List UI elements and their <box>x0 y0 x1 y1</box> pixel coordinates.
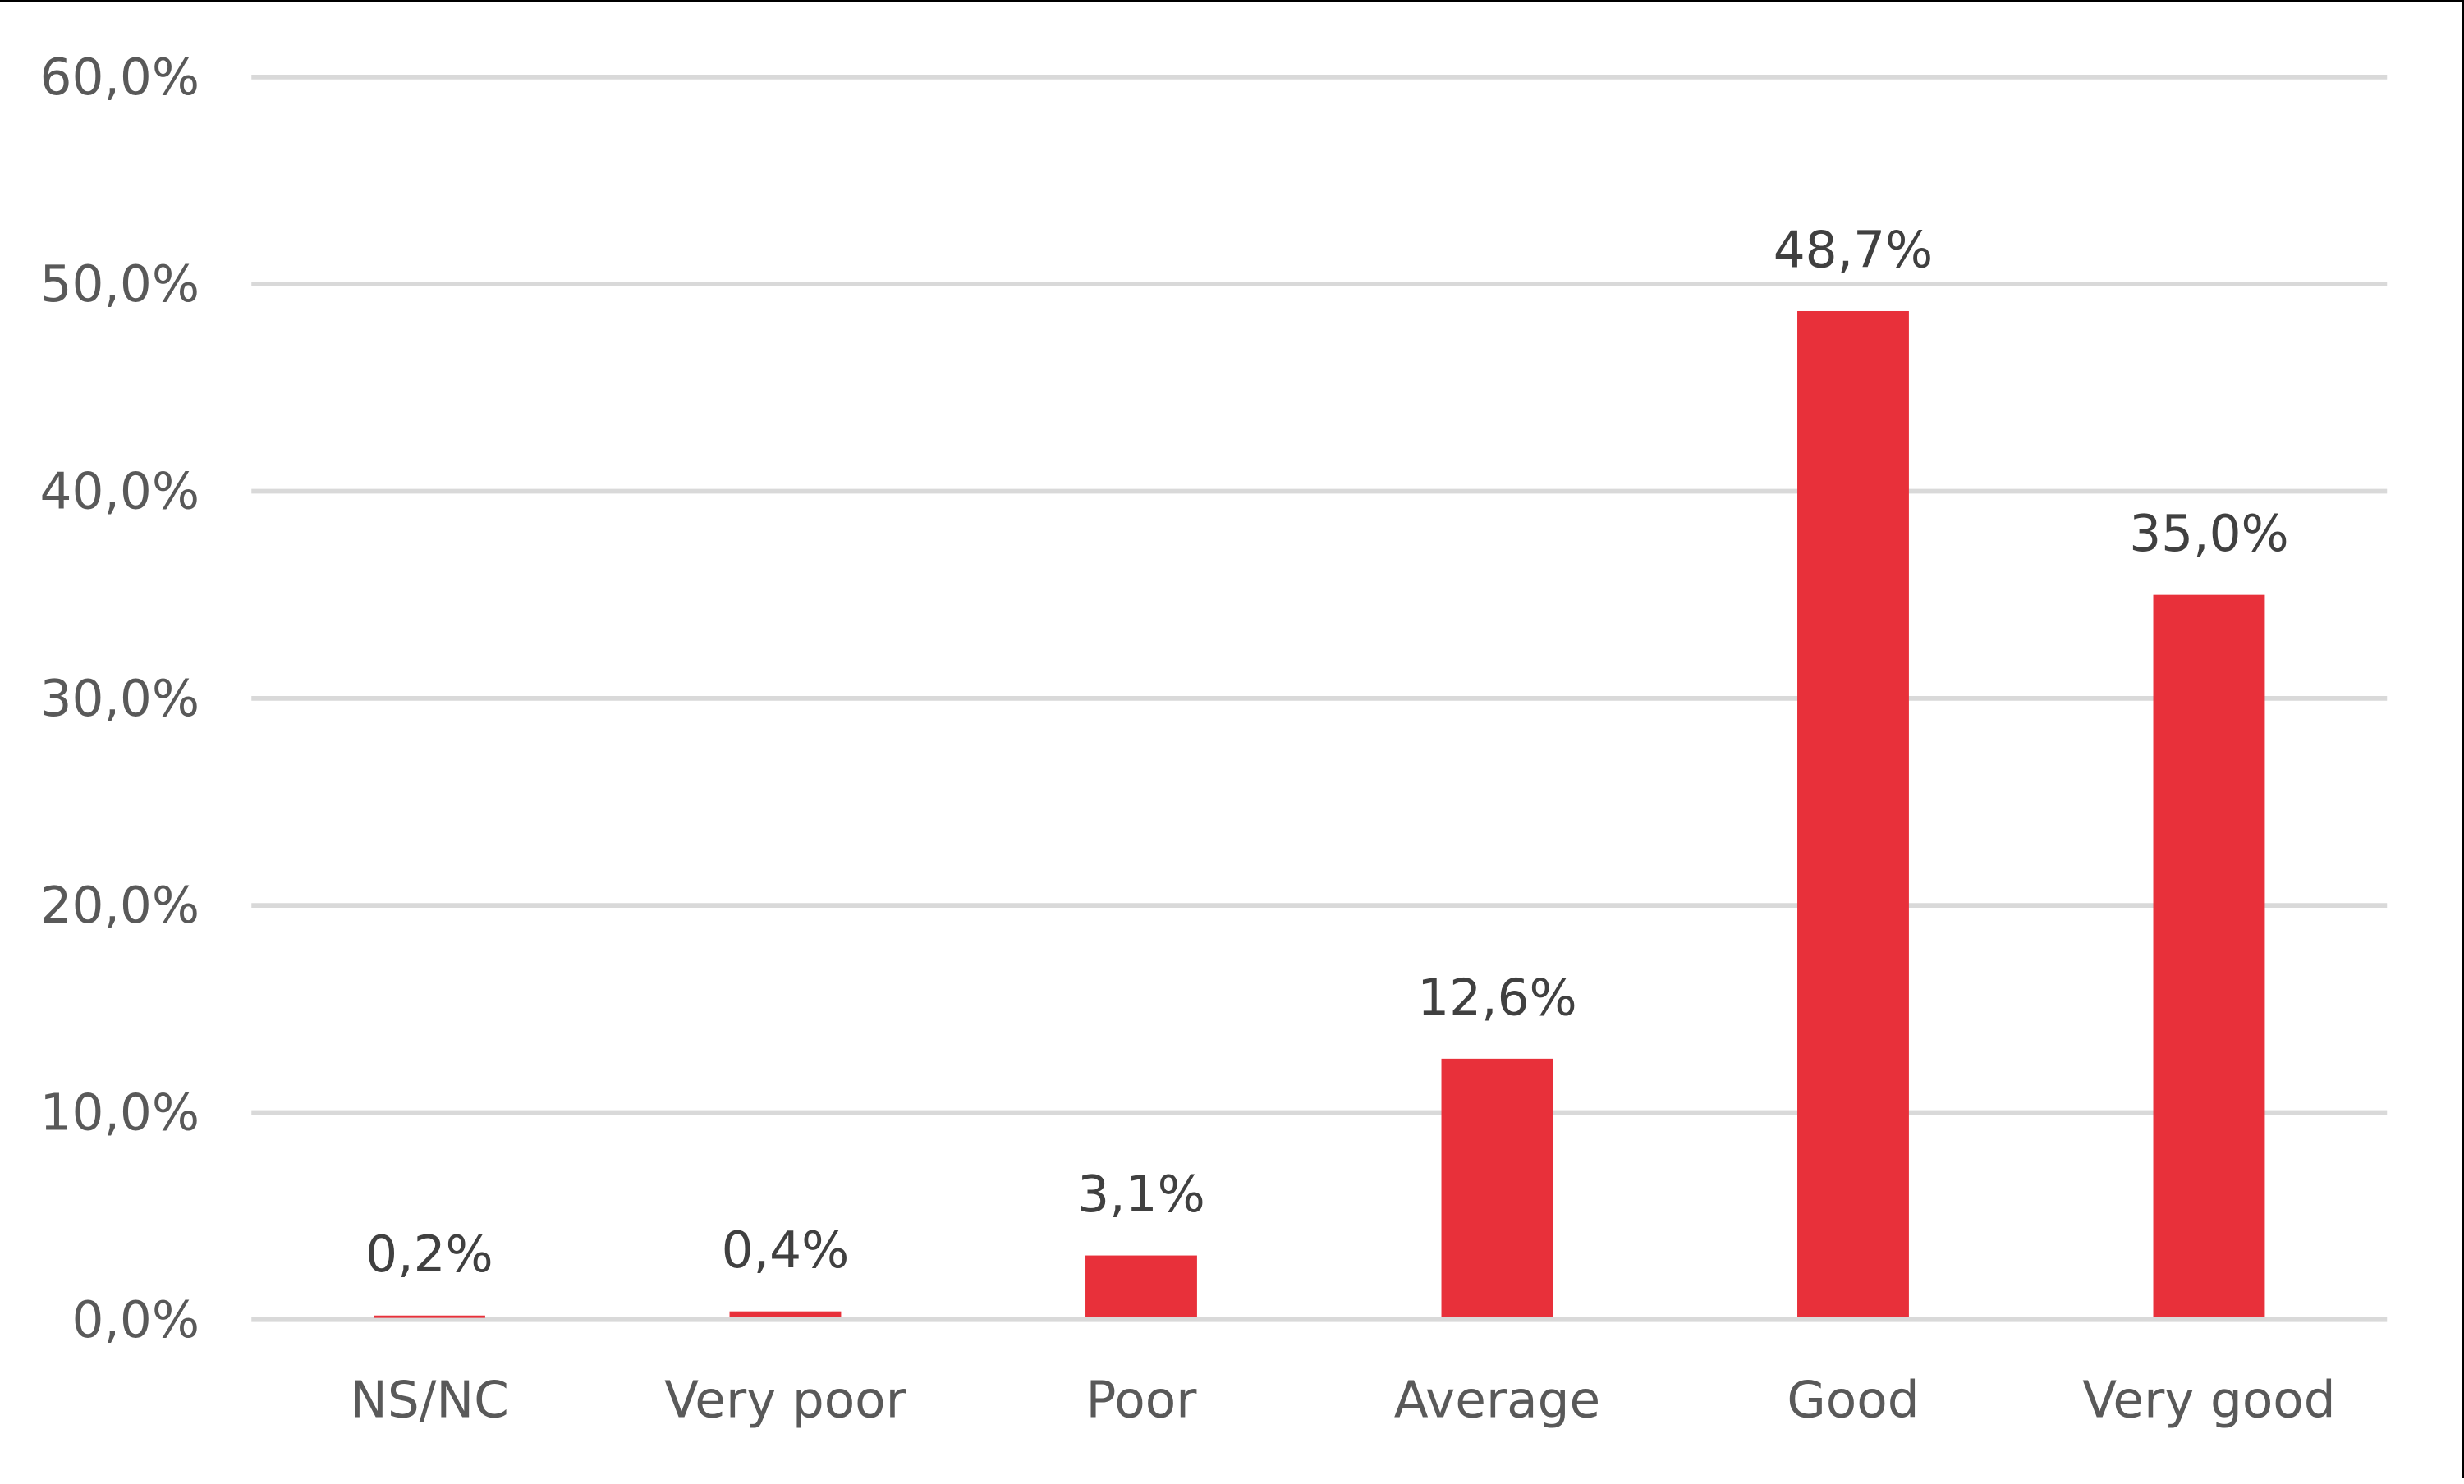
x-tick-label: Good <box>1787 1371 1919 1429</box>
y-tick-label: 60,0% <box>40 48 200 107</box>
y-tick-label: 30,0% <box>40 670 200 728</box>
bar-very-poor <box>729 1311 842 1317</box>
bar-very-good <box>2153 594 2265 1317</box>
data-labels: 0,2% 0,4% 3,1% 12,6% 48,7% 35,0% <box>365 221 2289 1284</box>
x-tick-label: Very good <box>2082 1371 2335 1429</box>
bar-poor <box>1085 1255 1197 1317</box>
x-tick-label: Very poor <box>664 1371 906 1429</box>
y-axis-labels: 0,0% 10,0% 20,0% 30,0% 40,0% 50,0% 60,0% <box>40 48 200 1349</box>
bar-average <box>1441 1058 1553 1317</box>
x-tick-label: Poor <box>1086 1371 1198 1429</box>
x-tick-label: NS/NC <box>350 1371 509 1429</box>
data-label: 0,2% <box>365 1225 493 1284</box>
y-tick-label: 50,0% <box>40 255 200 314</box>
bar-good <box>1797 310 1909 1317</box>
y-tick-label: 0,0% <box>71 1291 200 1349</box>
y-tick-label: 20,0% <box>40 877 200 935</box>
data-label: 35,0% <box>2129 505 2289 563</box>
y-tick-label: 40,0% <box>40 463 200 521</box>
y-tick-label: 10,0% <box>40 1084 200 1143</box>
data-label: 48,7% <box>1773 221 1934 279</box>
data-label: 3,1% <box>1077 1166 1205 1224</box>
x-tick-label: Average <box>1394 1371 1600 1429</box>
data-label: 12,6% <box>1417 969 1577 1027</box>
x-axis-labels: NS/NC Very poor Poor Average Good Very good <box>350 1371 2336 1429</box>
gridlines <box>251 74 2388 1322</box>
data-label: 0,4% <box>722 1221 850 1280</box>
bar-ns-nc <box>374 1315 485 1318</box>
bars <box>374 310 2265 1318</box>
